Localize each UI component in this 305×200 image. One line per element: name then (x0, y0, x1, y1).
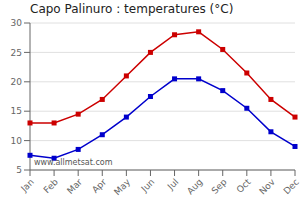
svg-text:Oct: Oct (235, 177, 253, 195)
svg-text:20: 20 (11, 77, 23, 87)
html-text:www.allmetsat.com: www.allmetsat.com (34, 158, 113, 167)
svg-text:10: 10 (11, 136, 23, 146)
svg-text:Aug: Aug (185, 177, 205, 197)
svg-text:25: 25 (11, 48, 22, 58)
svg-text:15: 15 (11, 106, 22, 116)
svg-text:Dec: Dec (282, 177, 297, 196)
svg-text:May: May (112, 176, 133, 197)
svg-text:Jul: Jul (165, 177, 180, 192)
svg-text:Apr: Apr (90, 177, 108, 195)
svg-text:30: 30 (11, 18, 23, 28)
svg-text:5: 5 (16, 165, 22, 175)
svg-text:Sep: Sep (210, 177, 229, 196)
svg-text:Nov: Nov (257, 176, 277, 196)
svg-text:Mar: Mar (65, 177, 84, 196)
svg-text:Jun: Jun (139, 177, 157, 195)
html-text:Capo Palinuro : temperatures (: Capo Palinuro : temperatures (°C) (30, 2, 234, 16)
svg-text:Feb: Feb (42, 177, 61, 196)
svg-text:Jan: Jan (18, 177, 36, 195)
